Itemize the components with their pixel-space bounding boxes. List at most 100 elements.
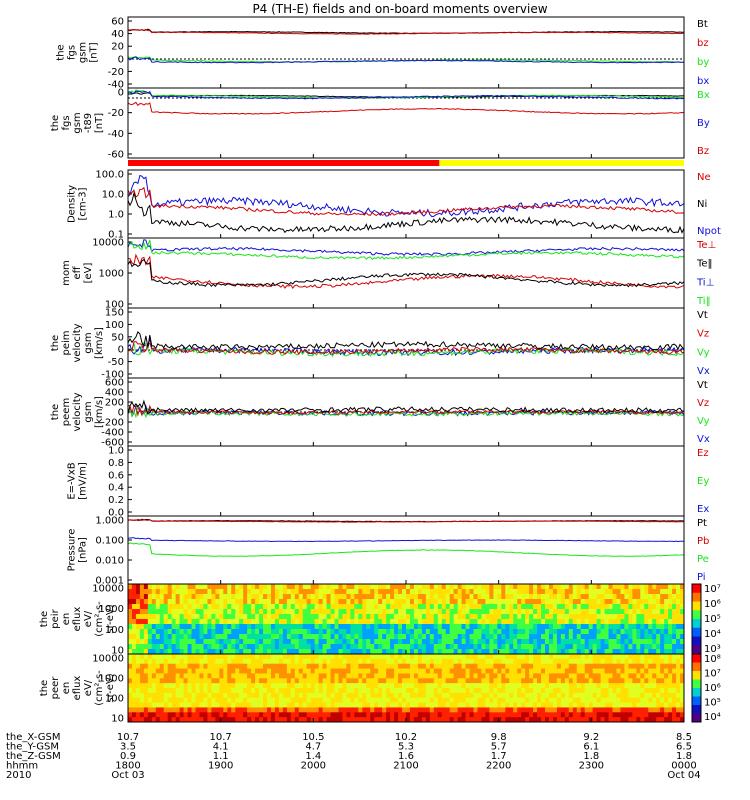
spectrogram-cell [131, 702, 137, 708]
y-axis-label: eV/ [83, 610, 94, 627]
spectrogram-cell [517, 688, 522, 694]
spectrogram-cell [282, 599, 288, 605]
spectrogram-cell [267, 584, 272, 590]
spectrogram-cell [278, 712, 284, 718]
spectrogram-cell [413, 634, 419, 640]
spectrogram-cell [187, 654, 193, 660]
spectrogram-cell [580, 644, 586, 650]
spectrogram-cell [640, 629, 645, 635]
series-line [127, 239, 685, 261]
spectrogram-cell [143, 629, 149, 635]
spectrogram-cell [151, 658, 157, 665]
spectrogram-cell [207, 654, 212, 660]
x-axis-value: 2200 [486, 761, 511, 772]
spectrogram-cell [664, 624, 669, 630]
spectrogram-cell [334, 678, 339, 684]
spectrogram-cell [489, 663, 494, 670]
spectrogram-cell [429, 688, 435, 694]
spectrogram-cell [509, 649, 514, 655]
spectrogram-cell [596, 584, 602, 590]
colorbar-segment [692, 696, 701, 706]
spectrogram-cell [632, 604, 637, 610]
spectrogram-cell [274, 683, 280, 689]
spectrogram-cell [664, 697, 669, 704]
spectrogram-cell [652, 639, 657, 645]
spectrogram-cell [433, 654, 439, 660]
spectrogram-cell [660, 678, 665, 684]
spectrogram-cell [231, 658, 236, 665]
spectrogram-cell [676, 639, 681, 645]
spectrogram-cell [191, 619, 197, 625]
spectrogram-cell [386, 594, 391, 600]
spectrogram-cell [147, 673, 153, 679]
spectrogram-cell [433, 712, 439, 718]
spectrogram-cell [398, 702, 403, 708]
spectrogram-cell [322, 629, 328, 635]
spectrogram-cell [505, 688, 510, 694]
colorbar-label: 10³ [704, 644, 721, 655]
spectrogram-cell [378, 649, 383, 655]
spectrogram-cell [632, 658, 637, 665]
spectrogram-cell [509, 594, 514, 600]
spectrogram-cell [425, 702, 431, 708]
spectrogram-cell [199, 683, 204, 689]
spectrogram-cell [298, 639, 304, 645]
spectrogram-cell [406, 702, 411, 708]
spectrogram-cell [191, 663, 197, 670]
spectrogram-cell [437, 712, 443, 718]
spectrogram-cell [402, 639, 407, 645]
spectrogram-cell [267, 712, 272, 718]
spectrogram-cell [370, 663, 375, 670]
spectrogram-cell [644, 673, 649, 679]
spectrogram-cell [175, 717, 181, 723]
spectrogram-cell [235, 707, 240, 713]
spectrogram-cell [497, 697, 502, 704]
spectrogram-cell [318, 712, 324, 718]
spectrogram-cell [386, 614, 391, 620]
spectrogram-cell [215, 683, 220, 689]
spectrogram-cell [481, 614, 486, 620]
spectrogram-cell [564, 678, 570, 684]
spectrogram-cell [497, 658, 502, 665]
spectrogram-cell [267, 692, 272, 699]
spectrogram-cell [660, 697, 665, 704]
spectrogram-cell [509, 712, 514, 718]
spectrogram-cell [664, 629, 669, 635]
spectrogram-cell [274, 629, 280, 635]
spectrogram-cell [545, 584, 550, 590]
spectrogram-cell [398, 599, 403, 605]
spectrogram-cell [441, 619, 447, 625]
spectrogram-cell [211, 673, 216, 679]
spectrogram-cell [545, 644, 550, 650]
spectrogram-cell [294, 663, 300, 670]
spectrogram-cell [481, 629, 486, 635]
spectrogram-cell [310, 589, 316, 595]
spectrogram-cell [576, 644, 582, 650]
spectrogram-cell [163, 629, 169, 635]
spectrogram-cell [219, 712, 224, 718]
spectrogram-cell [513, 634, 518, 640]
spectrogram-cell [608, 712, 614, 718]
spectrogram-cell [449, 609, 455, 615]
spectrogram-cell [207, 594, 212, 600]
spectrogram-cell [207, 707, 212, 713]
spectrogram-cell [251, 599, 256, 605]
spectrogram-cell [155, 614, 161, 620]
spectrogram-cell [326, 688, 332, 694]
spectrogram-cell [529, 604, 534, 610]
spectrogram-cell [346, 658, 351, 665]
spectrogram-cell [326, 599, 332, 605]
spectrogram-cell [652, 692, 657, 699]
legend-entry: Te‖ [696, 259, 713, 270]
spectrogram-cell [346, 589, 351, 595]
spectrogram-cell [493, 654, 498, 660]
spectrogram-cell [640, 692, 645, 699]
spectrogram-cell [560, 599, 566, 605]
spectrogram-cell [465, 624, 471, 630]
spectrogram-cell [354, 658, 359, 665]
spectrogram-cell [195, 609, 200, 615]
spectrogram-cell [505, 619, 510, 625]
x-axis-value: 4.1 [213, 742, 229, 753]
spectrogram-cell [425, 599, 431, 605]
spectrogram-cell [175, 599, 181, 605]
